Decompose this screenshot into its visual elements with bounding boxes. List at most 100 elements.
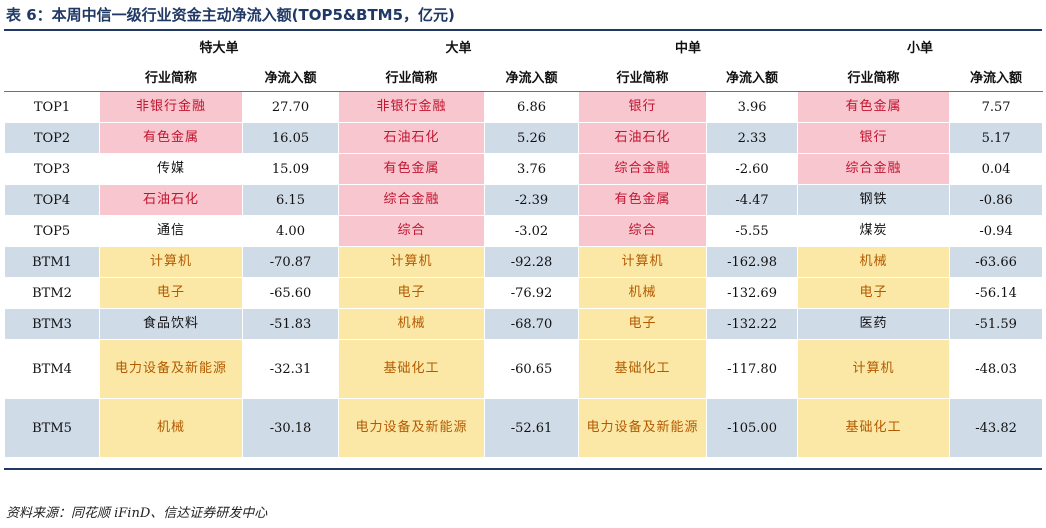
- table-body: TOP1 非银行金融 27.70 非银行金融 6.86 银行 3.96 有色金属 7.57 TOP…: [4, 91, 1044, 458]
- table-title: 表 6：本周中信一级行业资金主动净流入额(TOP5&BTM5，亿元): [6, 6, 455, 24]
- industry-cell: 综合金融: [578, 153, 708, 185]
- net-inflow-cell: 0.04: [949, 153, 1044, 185]
- industry-cell: 综合: [578, 215, 708, 247]
- net-inflow-cell: -5.55: [706, 215, 799, 247]
- industry-cell: 基础化工: [338, 339, 486, 399]
- table-row: TOP5 通信 4.00 综合 -3.02 综合 -5.55 煤炭 -0.94: [4, 215, 1044, 247]
- industry-cell: 有色金属: [578, 184, 708, 216]
- rank-label: TOP4: [4, 184, 100, 216]
- industry-cell: 综合金融: [797, 153, 951, 185]
- col-header-industry: 行业简称: [338, 60, 486, 92]
- col-header-flow: 净流入额: [484, 60, 580, 92]
- group-header-large: 大单: [338, 31, 580, 61]
- net-inflow-cell: -0.86: [949, 184, 1044, 216]
- group-header-small: 小单: [797, 31, 1044, 61]
- industry-cell: 综合金融: [338, 184, 486, 216]
- industry-cell: 传媒: [99, 153, 243, 185]
- industry-cell: 石油石化: [338, 122, 486, 154]
- rank-label: BTM5: [4, 398, 100, 458]
- net-inflow-cell: -132.22: [706, 308, 799, 340]
- rank-label: BTM2: [4, 277, 100, 309]
- net-inflow-cell: -63.66: [949, 246, 1044, 278]
- industry-cell: 食品饮料: [99, 308, 243, 340]
- industry-cell: 电子: [338, 277, 486, 309]
- industry-cell: 有色金属: [99, 122, 243, 154]
- industry-cell: 石油石化: [578, 122, 708, 154]
- industry-cell: 基础化工: [797, 398, 951, 458]
- industry-cell: 有色金属: [797, 91, 951, 123]
- net-inflow-cell: -132.69: [706, 277, 799, 309]
- industry-cell: 电子: [99, 277, 243, 309]
- industry-cell: 钢铁: [797, 184, 951, 216]
- industry-cell: 电力设备及新能源: [99, 339, 243, 399]
- industry-cell: 计算机: [797, 339, 951, 399]
- rank-label: BTM1: [4, 246, 100, 278]
- table-row: TOP1 非银行金融 27.70 非银行金融 6.86 银行 3.96 有色金属 7.57: [4, 91, 1044, 123]
- net-inflow-cell: -32.31: [241, 339, 340, 399]
- rank-label: TOP2: [4, 122, 100, 154]
- industry-cell: 有色金属: [338, 153, 486, 185]
- net-inflow-cell: -43.82: [949, 398, 1044, 458]
- table-row: BTM2 电子 -65.60 电子 -76.92 机械 -132.69 电子 -56.14: [4, 277, 1044, 309]
- fund-flow-table: 特大单 大单 中单 小单 行业简称 净流入额 行业简称 净流入额 行业简称 净流…: [4, 31, 1044, 458]
- industry-cell: 计算机: [578, 246, 708, 278]
- industry-cell: 机械: [578, 277, 708, 309]
- net-inflow-cell: -92.28: [484, 246, 580, 278]
- table-row: TOP2 有色金属 16.05 石油石化 5.26 石油石化 2.33 银行 5.17: [4, 122, 1044, 154]
- net-inflow-cell: -70.87: [241, 246, 340, 278]
- table-row: BTM4 电力设备及新能源 -32.31 基础化工 -60.65 基础化工 -117.80 计…: [4, 339, 1044, 399]
- net-inflow-cell: -162.98: [706, 246, 799, 278]
- industry-cell: 非银行金融: [338, 91, 486, 123]
- net-inflow-cell: -2.60: [706, 153, 799, 185]
- net-inflow-cell: 15.09: [241, 153, 340, 185]
- net-inflow-cell: -2.39: [484, 184, 580, 216]
- table-row: BTM5 机械 -30.18 电力设备及新能源 -52.61 电力设备及新能源 -105.0…: [4, 398, 1044, 458]
- corner-cell: [4, 31, 100, 61]
- rank-label: BTM4: [4, 339, 100, 399]
- col-header-industry: 行业简称: [797, 60, 951, 92]
- net-inflow-cell: -60.65: [484, 339, 580, 399]
- industry-cell: 银行: [578, 91, 708, 123]
- net-inflow-cell: 6.86: [484, 91, 580, 123]
- net-inflow-cell: -4.47: [706, 184, 799, 216]
- rank-label: TOP5: [4, 215, 100, 247]
- net-inflow-cell: -52.61: [484, 398, 580, 458]
- rank-label: TOP1: [4, 91, 100, 123]
- industry-cell: 基础化工: [578, 339, 708, 399]
- net-inflow-cell: -51.59: [949, 308, 1044, 340]
- industry-cell: 煤炭: [797, 215, 951, 247]
- industry-cell: 电力设备及新能源: [578, 398, 708, 458]
- net-inflow-cell: -51.83: [241, 308, 340, 340]
- net-inflow-cell: -117.80: [706, 339, 799, 399]
- industry-cell: 石油石化: [99, 184, 243, 216]
- net-inflow-cell: 3.76: [484, 153, 580, 185]
- net-inflow-cell: -30.18: [241, 398, 340, 458]
- industry-cell: 机械: [797, 246, 951, 278]
- table-row: TOP3 传媒 15.09 有色金属 3.76 综合金融 -2.60 综合金融 0.04: [4, 153, 1044, 185]
- col-header-industry: 行业简称: [578, 60, 708, 92]
- net-inflow-cell: -65.60: [241, 277, 340, 309]
- net-inflow-cell: -76.92: [484, 277, 580, 309]
- group-header-medium: 中单: [578, 31, 799, 61]
- source-note: 资料来源：同花顺 iFinD、信达证券研发中心: [6, 506, 268, 521]
- industry-cell: 非银行金融: [99, 91, 243, 123]
- net-inflow-cell: -0.94: [949, 215, 1044, 247]
- corner-cell-sub: [4, 60, 100, 92]
- industry-cell: 综合: [338, 215, 486, 247]
- net-inflow-cell: 2.33: [706, 122, 799, 154]
- table-row: TOP4 石油石化 6.15 综合金融 -2.39 有色金属 -4.47 钢铁 -0.86: [4, 184, 1044, 216]
- top-rule: [4, 29, 1042, 31]
- industry-cell: 电子: [797, 277, 951, 309]
- net-inflow-cell: 27.70: [241, 91, 340, 123]
- net-inflow-cell: -3.02: [484, 215, 580, 247]
- rank-label: BTM3: [4, 308, 100, 340]
- industry-cell: 医药: [797, 308, 951, 340]
- industry-cell: 计算机: [99, 246, 243, 278]
- col-header-flow: 净流入额: [949, 60, 1044, 92]
- net-inflow-cell: 4.00: [241, 215, 340, 247]
- industry-cell: 通信: [99, 215, 243, 247]
- net-inflow-cell: 5.17: [949, 122, 1044, 154]
- table-row: BTM1 计算机 -70.87 计算机 -92.28 计算机 -162.98 机械 -63.66: [4, 246, 1044, 278]
- net-inflow-cell: -68.70: [484, 308, 580, 340]
- rank-label: TOP3: [4, 153, 100, 185]
